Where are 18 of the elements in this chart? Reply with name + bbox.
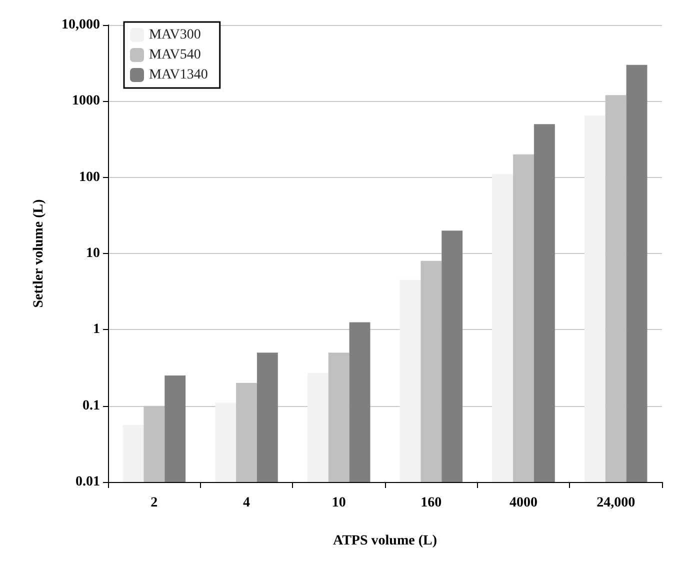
y-tick-label: 10 bbox=[86, 246, 100, 261]
x-tick-label: 24,000 bbox=[596, 496, 636, 510]
x-axis-title: ATPS volume (L) bbox=[333, 534, 438, 548]
y-tick-label: 1 bbox=[93, 322, 100, 338]
x-tick-label: 10 bbox=[332, 496, 346, 510]
y-tick-label: 0.01 bbox=[76, 474, 100, 490]
x-tick-label: 4000 bbox=[510, 496, 538, 510]
y-tick-label: 1000 bbox=[72, 94, 100, 109]
y-tick-label: 10,000 bbox=[62, 18, 100, 32]
x-tick-label: 2 bbox=[150, 496, 158, 510]
legend-label: MAV1340 bbox=[149, 68, 208, 82]
y-tick-label: 100 bbox=[79, 170, 100, 185]
x-tick-label: 160 bbox=[420, 496, 442, 510]
y-tick-label: 0.1 bbox=[82, 398, 100, 414]
legend-label: MAV540 bbox=[149, 48, 201, 62]
x-tick-label: 4 bbox=[243, 496, 250, 510]
y-axis-title: Settler volume (L) bbox=[32, 198, 46, 308]
legend-label: MAV300 bbox=[149, 28, 201, 42]
